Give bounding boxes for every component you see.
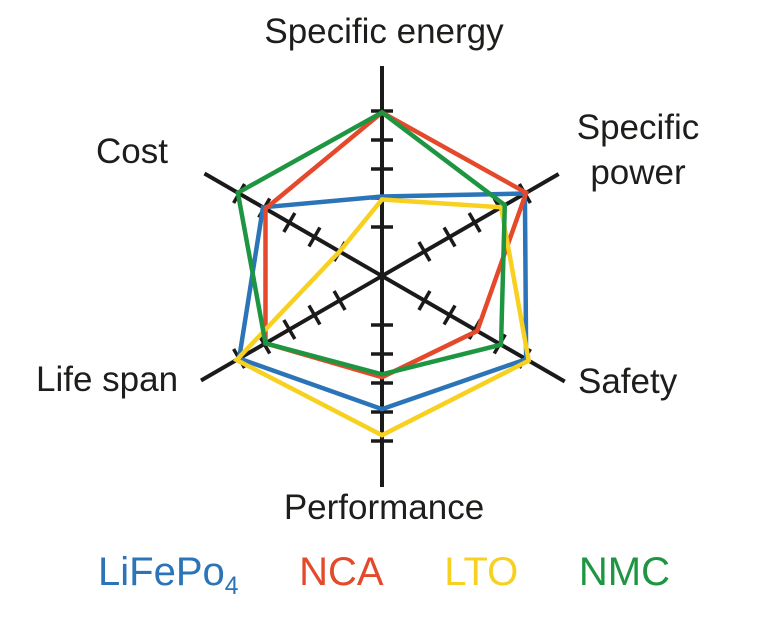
axis-tick	[282, 319, 297, 340]
axis-label-specific-energy: Specific energy	[264, 12, 504, 51]
axis-tick	[307, 226, 322, 248]
axis-tick	[282, 212, 297, 233]
axis-tick	[417, 241, 432, 262]
axis-label-specific-power: Specific power	[558, 106, 718, 196]
legend-label-lifepo4-subscript: 4	[224, 573, 239, 600]
legend-item-nmc: NMC	[579, 550, 670, 601]
axis-label-cost: Cost	[96, 132, 168, 171]
series-polygon-nmc	[235, 109, 508, 377]
axis-label-safety: Safety	[578, 362, 678, 401]
legend: LiFePo4 NCA LTO NMC	[98, 550, 670, 612]
legend-item-lifepo4: LiFePo4	[98, 550, 239, 601]
series-polygon-lto	[232, 197, 532, 438]
axis-label-specific-power-line1: Specific	[576, 108, 700, 147]
radar-axis-line	[203, 171, 566, 384]
legend-label-lto: LTO	[444, 550, 519, 594]
axis-tick	[332, 290, 347, 311]
legend-label-nmc: NMC	[578, 550, 670, 594]
axis-tick	[442, 226, 457, 248]
series-polygon-nca	[263, 109, 529, 380]
axis-tick	[467, 212, 482, 233]
axis-tick	[442, 304, 457, 326]
legend-item-lto: LTO	[444, 550, 518, 601]
axis-label-performance: Performance	[283, 488, 485, 527]
axis-label-specific-power-line2: power	[590, 152, 686, 192]
legend-label-nca: NCA	[299, 550, 384, 594]
legend-label-lifepo4: LiFePo	[98, 550, 225, 594]
axis-tick	[307, 304, 322, 326]
axis-tick	[417, 290, 432, 311]
legend-item-nca: NCA	[299, 550, 383, 601]
axis-label-life-span: Life span	[36, 360, 179, 399]
